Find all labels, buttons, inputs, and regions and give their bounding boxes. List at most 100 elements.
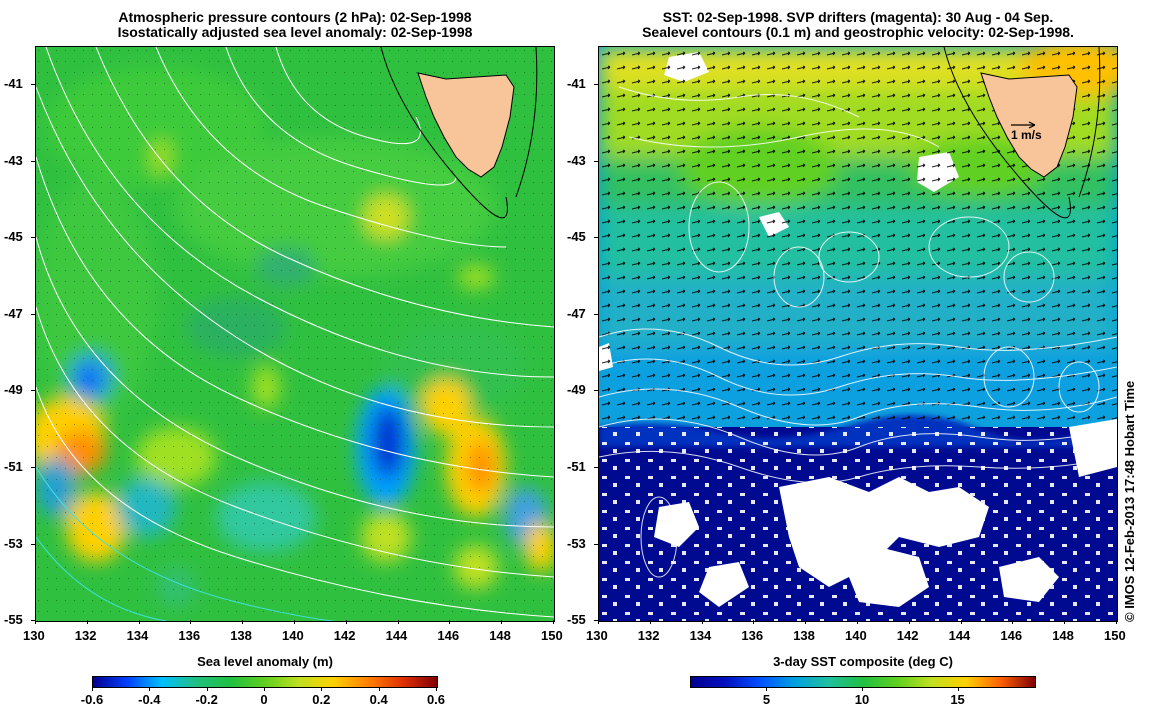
right-lat-tick: -55 [567,612,586,628]
right-lon-tick: 130 [586,628,608,643]
left-lon-tick-mark [553,620,554,624]
right-lon-tick-mark [649,620,651,624]
left-lon-tick: 134 [126,628,149,643]
left-lat-tick-mark [31,84,35,85]
left-colorbar-tick: 0 [260,692,268,707]
left-lon-tick: 148 [489,628,511,643]
left-lat-tick-mark [31,543,35,545]
right-colorbar-tick: 5 [762,692,771,707]
left-lon-tick: 142 [333,628,356,643]
right-lon-tick-mark [805,620,807,624]
right-colorbar-tick-mark [862,687,863,691]
left-lon-tick: 136 [178,628,201,643]
right-lon-tick-mark [1116,620,1117,624]
left-colorbar-tick-mark [92,687,93,691]
right-colorbar-label: 3-day SST composite (deg C) [773,654,953,669]
right-lat-tick-mark [594,237,598,239]
right-lon-tick-mark [857,620,858,624]
left-colorbar-tick-mark [321,687,323,691]
left-lon-tick: 140 [282,628,304,643]
left-lat-tick-mark [31,160,35,162]
right-colorbar-tick-mark [766,687,768,691]
left-colorbar-tick: -0.2 [195,692,218,707]
left-colorbar-tick-mark [264,687,265,691]
left-lon-tick-mark [345,620,347,624]
left-colorbar-tick: -0.4 [138,692,161,707]
left-colorbar-tick: 0.2 [312,692,331,707]
sst-map: 1 m/s [598,46,1118,622]
left-lat-tick: -53 [4,535,23,551]
left-lat-tick-mark [31,390,35,392]
right-lat-tick-mark [594,84,598,85]
right-colorbar [690,676,1036,688]
right-lon-tick-mark [1012,620,1014,624]
right-lat-tick-mark [594,390,598,392]
right-lon-tick-mark [908,620,910,624]
left-title-line2: Isostatically adjusted sea level anomaly… [117,24,473,40]
right-lon-tick: 142 [896,628,919,643]
right-title-line1: SST: 02-Sep-1998. SVP drifters (magenta)… [662,9,1054,25]
right-lat-tick: -53 [567,535,586,551]
credit-text: © IMOS 12-Feb-2013 17:48 Hobart Time [1122,380,1137,622]
left-title-line1: Atmospheric pressure contours (2 hPa): 0… [118,9,472,25]
right-lat-tick: -49 [567,382,586,398]
sea-level-anomaly-map [35,46,555,622]
right-lon-tick: 132 [637,628,660,643]
left-lon-tick-mark [242,620,244,624]
left-lon-tick-mark [449,620,451,624]
left-lon-tick: 132 [74,628,97,643]
right-lon-tick: 134 [689,628,712,643]
right-lon-tick: 144 [948,628,971,643]
tasmania-landmass [417,72,515,178]
left-lon-tick-mark [138,620,140,624]
left-colorbar-tick-mark [436,687,437,691]
right-colorbar-tick: 10 [854,692,870,707]
left-lat-tick: -49 [4,382,23,398]
right-lon-tick: 150 [1104,628,1126,643]
left-colorbar [92,676,438,688]
right-lat-tick: -43 [567,152,586,168]
left-lat-tick-mark [31,620,35,622]
right-lat-tick-mark [594,160,598,162]
right-lat-tick: -41 [567,76,586,91]
right-lat-tick: -47 [567,305,586,321]
left-colorbar-tick: 0.4 [369,692,388,707]
left-lat-tick: -45 [4,229,23,245]
velocity-scale-arrow [1011,121,1036,129]
right-lat-tick-mark [594,313,598,315]
right-lon-tick: 136 [741,628,764,643]
left-lon-tick-mark [294,620,295,624]
left-lat-tick: -47 [4,305,23,321]
left-lat-tick-mark [31,313,35,315]
left-lon-tick-mark [190,620,192,624]
right-lon-tick: 148 [1052,628,1074,643]
right-lat-tick: -45 [567,229,586,245]
left-lon-tick-mark [86,620,88,624]
left-lon-tick-mark [35,620,36,624]
right-lon-tick-mark [598,620,599,624]
left-colorbar-tick: 0.6 [426,692,446,707]
right-lon-tick-mark [753,620,755,624]
right-lon-tick-mark [701,620,703,624]
left-lon-tick: 138 [230,628,252,643]
left-lat-tick: -55 [4,612,23,628]
right-colorbar-tick: 15 [950,692,965,707]
left-lat-tick: -51 [4,459,23,474]
right-lat-tick-mark [594,467,598,468]
left-lon-tick-mark [501,620,503,624]
velocity-scale-label: 1 m/s [1011,128,1042,142]
left-colorbar-tick-mark [206,687,208,691]
left-lon-tick-mark [397,620,399,624]
right-colorbar-tick-mark [957,687,959,691]
right-title-line2: Sealevel contours (0.1 m) and geostrophi… [642,24,1074,40]
left-lon-tick: 144 [385,628,408,643]
left-colorbar-label: Sea level anomaly (m) [197,654,333,669]
right-lon-tick: 146 [1000,628,1023,643]
left-colorbar-tick-mark [149,687,151,691]
left-lon-tick: 130 [23,628,45,643]
left-lat-tick: -41 [4,76,23,91]
left-colorbar-tick: -0.6 [80,692,104,707]
right-lat-tick: -51 [567,459,586,474]
right-lon-tick-mark [1064,620,1066,624]
right-lon-tick: 140 [845,628,867,643]
